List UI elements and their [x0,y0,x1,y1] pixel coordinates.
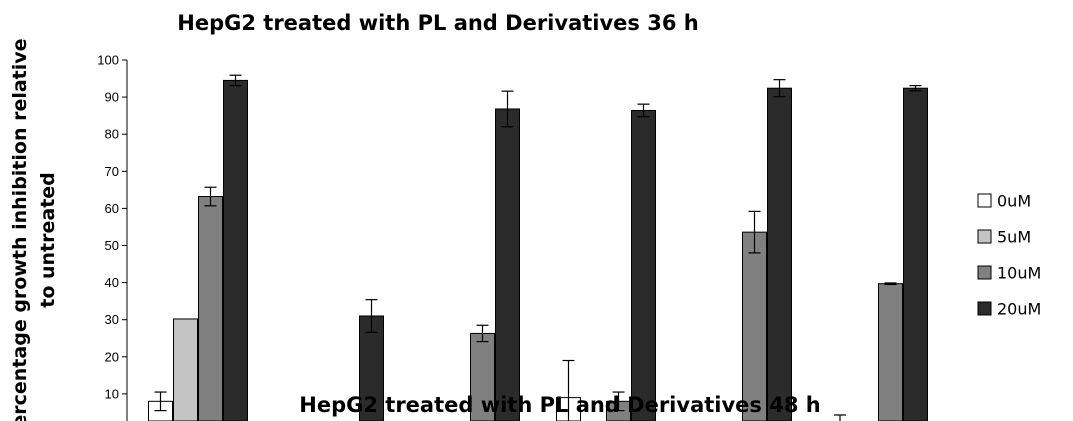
y-tick-label: 20 [105,349,119,364]
bar-20um-group-3 [495,108,520,421]
bar-20um-group-4 [631,109,656,421]
legend-swatch-0um [977,193,992,208]
y-tick-label: 60 [105,201,119,216]
chart-title-48h: HepG2 treated with PL and Derivatives 48… [299,393,820,417]
legend-label-0um: 0uM [997,192,1031,211]
legend-swatch-20um [977,301,992,316]
bar-10um-group-6 [878,283,903,421]
y-tick-label: 40 [105,275,119,290]
bar-20um-group-1 [223,79,248,421]
legend-label-5um: 5uM [997,228,1031,247]
bar-20um-group-5 [767,87,792,421]
chart-title-36h: HepG2 treated with PL and Derivatives 36… [177,11,698,35]
y-tick-label: 80 [105,127,119,142]
y-tick-label: 10 [105,386,119,401]
bar-5um-group-1 [173,318,198,421]
bar-10um-group-3 [470,332,495,421]
y-tick-label: 90 [105,90,119,105]
y-tick-label: 70 [105,164,119,179]
y-tick-label: 30 [105,312,119,327]
bars [148,74,928,421]
bar-20um-group-6 [903,87,928,421]
y-tick-label: 100 [97,53,119,68]
bar-20um-group-2 [359,315,384,421]
bar-10um-group-5 [742,231,767,421]
legend-label-20um: 20uM [997,300,1041,319]
legend-swatch-10um [977,265,992,280]
legend-swatch-5um [977,229,992,244]
y-axis-label-line-1: Percentage growth inhibition relative [9,38,31,421]
legend: 0uM 5uM 10uM 20uM [977,192,1041,319]
y-axis-label-line-2: to untreated [37,172,59,308]
legend-label-10um: 10uM [997,264,1041,283]
bar-10um-group-1 [198,196,223,421]
y-ticks: 10 20 30 40 50 60 70 80 90 100 [97,53,127,401]
y-tick-label: 50 [105,238,119,253]
